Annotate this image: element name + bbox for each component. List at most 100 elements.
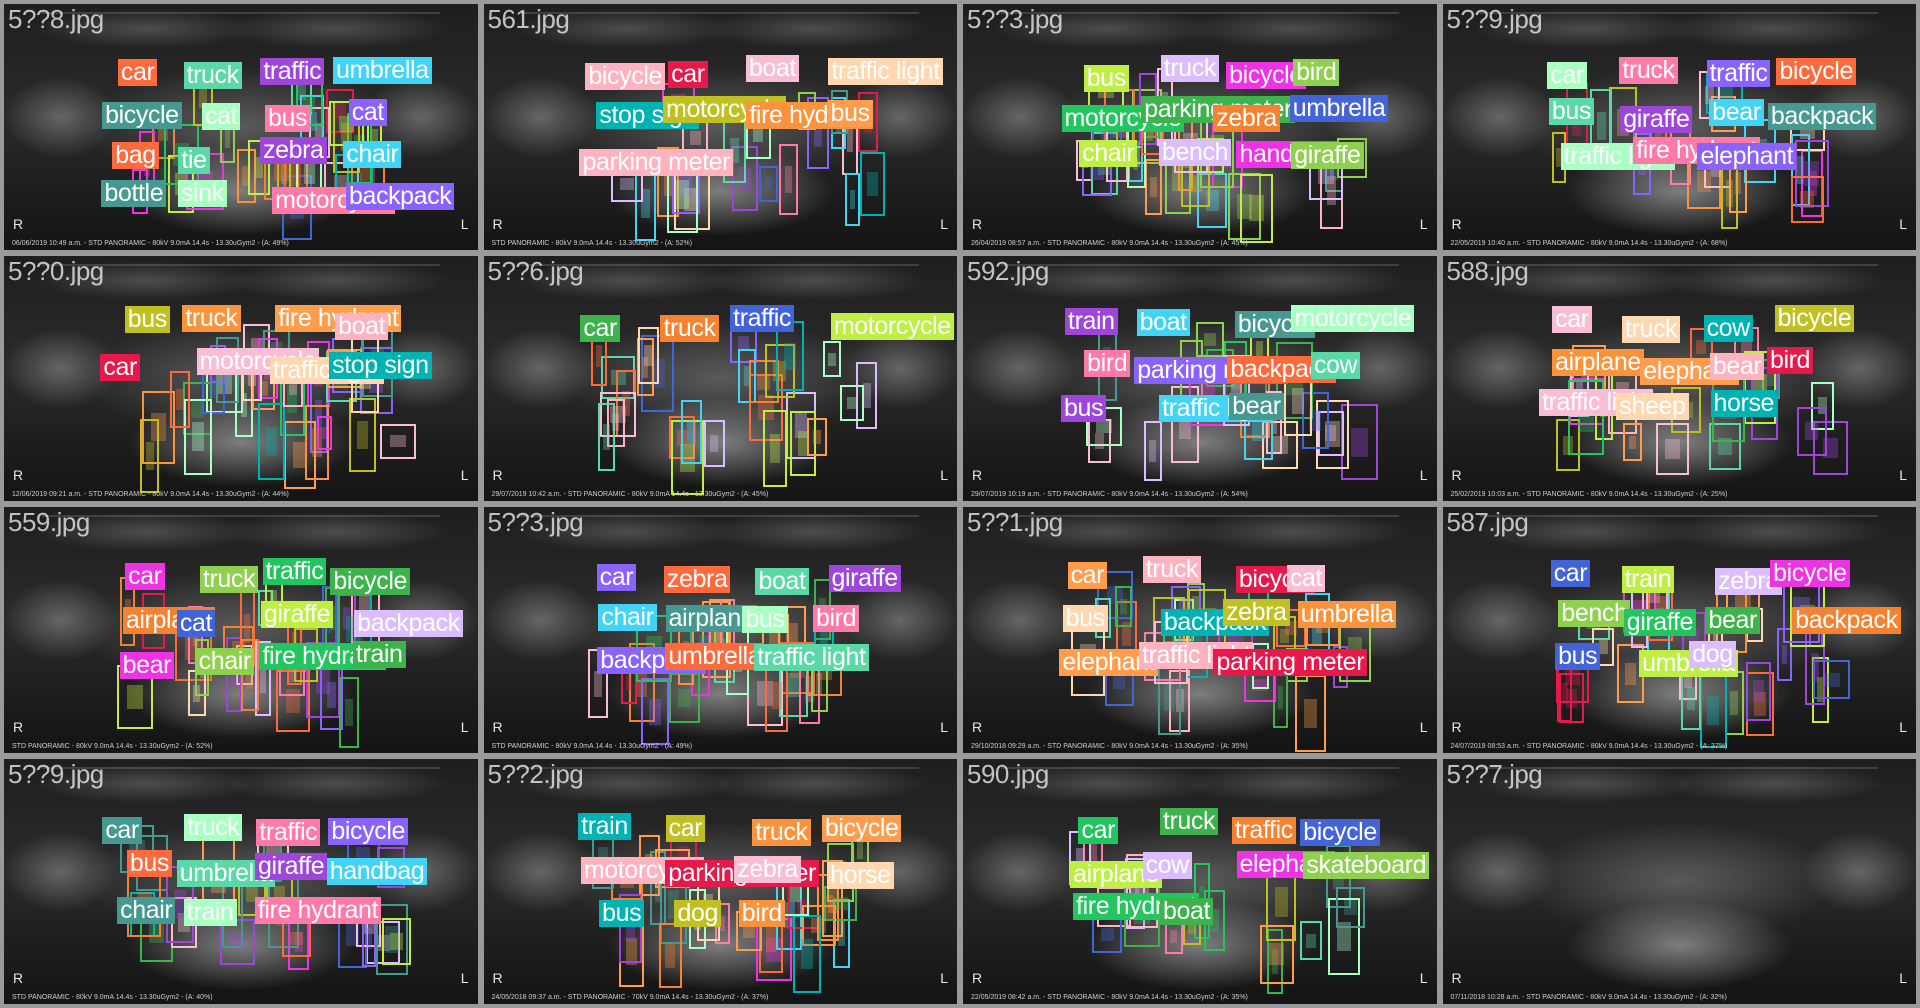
xray-tile[interactable]: 5??8.jpg R L 06/06/2019 10:49 a.m. - STD PA… (4, 4, 478, 250)
detection-label: backpack (1792, 607, 1901, 635)
detection-label: train (1065, 308, 1118, 336)
side-marker-r: R (13, 467, 24, 483)
xray-tile[interactable]: 590.jpg R L 22/05/2019 08:42 a.m. - STD PAN… (963, 758, 1437, 1004)
detection-label: giraffe (1620, 106, 1693, 134)
scan-footer: STD PANORAMIC - 80kV 9.0mA 14.4s - 13.30… (12, 994, 213, 1001)
detection-box (1114, 586, 1132, 627)
detection-label: sink (177, 179, 227, 207)
detection-label: bus (126, 850, 172, 878)
detection-box (840, 385, 864, 421)
detection-label: parking meter (579, 148, 734, 176)
detection-label: traffic (730, 305, 795, 333)
detection-label: bus (742, 605, 788, 633)
detection-label: umbrella (1289, 94, 1389, 122)
scan-footer: STD PANORAMIC - 80kV 9.0mA 14.4s - 13.30… (491, 239, 693, 247)
file-name: 5??0.jpg (8, 255, 104, 286)
detection-box (1656, 423, 1690, 476)
file-name: 561.jpg (487, 4, 570, 34)
xray-tile[interactable]: 5??3.jpg R L STD PANORAMIC - 80kV 9.0mA 14.… (483, 507, 957, 753)
scan-footer: 24/05/2018 09:37 a.m. - STD PANORAMIC - … (491, 994, 769, 1001)
xray-tile[interactable]: 5??7.jpg R L 07/11/2018 10:28 a.m. - STD PA… (1442, 758, 1916, 1004)
detection-label: truck (1621, 315, 1681, 343)
detection-label: chair (598, 604, 657, 632)
detection-label: car (1547, 61, 1587, 89)
detection-box (638, 327, 659, 385)
detection-label: bicycle (1776, 58, 1856, 86)
detection-label: bench (1558, 600, 1631, 628)
detection-box (1340, 403, 1378, 481)
detection-box (807, 96, 829, 170)
file-name: 592.jpg (967, 255, 1049, 286)
detection-box (281, 920, 311, 957)
detection-box (184, 398, 213, 475)
side-marker-l: L (1899, 718, 1907, 735)
xray-tile[interactable]: 5??3.jpg R L 26/04/2019 08:57 a.m. - STD PA… (963, 4, 1437, 250)
detection-label: train (578, 813, 631, 841)
detection-box (139, 419, 160, 493)
detection-label: bird (1084, 350, 1131, 378)
detection-label: bicycle (1770, 559, 1850, 587)
detection-box (1796, 406, 1827, 456)
xray-image (1442, 758, 1916, 1004)
xray-tile[interactable]: 587.jpg R L 24/07/2019 08:53 a.m. - STD PAN… (1442, 507, 1916, 753)
detection-label: car (665, 815, 706, 843)
xray-image (963, 4, 1437, 250)
xray-tile[interactable]: 592.jpg R L 29/07/2019 10:19 a.m. - STD PAN… (963, 255, 1437, 501)
detection-label: boat (1159, 897, 1213, 925)
detection-label: cat (1286, 564, 1325, 592)
xray-tile[interactable]: 5??9.jpg R L 22/05/2019 10:40 a.m. - STD PA… (1442, 4, 1916, 250)
xray-tile[interactable]: 5??6.jpg R L 29/07/2019 10:42 a.m. - STD PA… (483, 255, 957, 501)
detection-box (1145, 159, 1162, 215)
detection-label: truck (660, 315, 719, 343)
detection-label: cat (176, 609, 216, 637)
detection-label: train (1621, 565, 1675, 593)
xray-tile[interactable]: 559.jpg R L STD PANORAMIC - 80kV 9.0mA 14.4… (4, 507, 478, 753)
detection-label: car (102, 816, 142, 844)
detection-label: chair (343, 141, 402, 169)
xray-tile[interactable]: 5??0.jpg R L 12/06/2019 09:21 a.m. - STD PA… (4, 255, 478, 501)
side-marker-r: R (13, 718, 24, 735)
detection-box (348, 398, 376, 472)
detection-label: traffic (262, 558, 327, 586)
side-marker-l: L (460, 467, 469, 483)
file-name: 559.jpg (8, 507, 90, 537)
detection-label: car (668, 60, 708, 88)
detection-box (1088, 419, 1111, 463)
detection-box (169, 371, 190, 428)
detection-label: motorcycle (196, 348, 320, 376)
xray-tile[interactable]: 5??1.jpg R L 29/10/2018 09:29 a.m. - STD PA… (963, 507, 1437, 753)
xray-tile[interactable]: 588.jpg R L 25/02/2019 10:03 a.m. - STD PAN… (1442, 255, 1916, 501)
detection-box (1195, 322, 1225, 357)
xray-tile[interactable]: 5??2.jpg R L 24/05/2018 09:37 a.m. - STD PA… (483, 758, 957, 1004)
detection-label: car (100, 353, 140, 381)
side-marker-r: R (972, 467, 983, 483)
detection-box (1812, 421, 1849, 475)
scan-footer: 12/06/2019 09:21 a.m. - STD PANORAMIC - … (12, 491, 289, 498)
detection-label: traffic light (754, 644, 869, 672)
detection-box (1709, 423, 1741, 471)
detection-label: airplane (665, 604, 758, 632)
detection-box (598, 403, 616, 472)
xray-tile[interactable]: 5??9.jpg R L STD PANORAMIC - 80kV 9.0mA 14.… (4, 758, 478, 1004)
detection-label: bag (112, 142, 159, 170)
xray-tile[interactable]: 561.jpg R L STD PANORAMIC - 80kV 9.0mA 14.4… (483, 4, 957, 250)
side-marker-l: L (460, 718, 469, 735)
side-marker-r: R (972, 970, 983, 986)
detection-box (1299, 920, 1323, 961)
detection-box (668, 672, 701, 724)
detection-label: giraffe (828, 564, 901, 592)
detection-label: airplane (1552, 349, 1644, 377)
detection-box (338, 676, 359, 748)
detection-label: zebra (260, 136, 327, 164)
detection-label: umbrella (332, 57, 432, 85)
detection-box (1301, 391, 1329, 449)
detection-label: horse (827, 861, 894, 889)
detection-box (822, 341, 842, 378)
detection-box (220, 918, 255, 965)
detection-label: truck (199, 566, 259, 594)
detection-label: traffic (260, 57, 325, 85)
detection-label: cat (202, 103, 241, 131)
detection-label: chair (117, 896, 176, 924)
side-marker-r: R (972, 718, 983, 735)
file-name: 590.jpg (967, 758, 1049, 789)
